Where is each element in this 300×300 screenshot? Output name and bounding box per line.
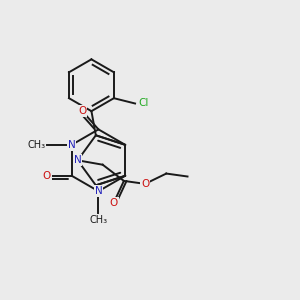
Text: O: O — [43, 171, 51, 181]
Text: N: N — [94, 186, 102, 196]
Text: O: O — [78, 106, 86, 116]
Text: O: O — [141, 179, 149, 189]
Text: O: O — [110, 198, 118, 208]
Text: N: N — [74, 155, 82, 165]
Text: Cl: Cl — [139, 98, 149, 109]
Text: CH₃: CH₃ — [89, 215, 107, 225]
Text: CH₃: CH₃ — [27, 140, 45, 150]
Text: N: N — [68, 140, 76, 150]
